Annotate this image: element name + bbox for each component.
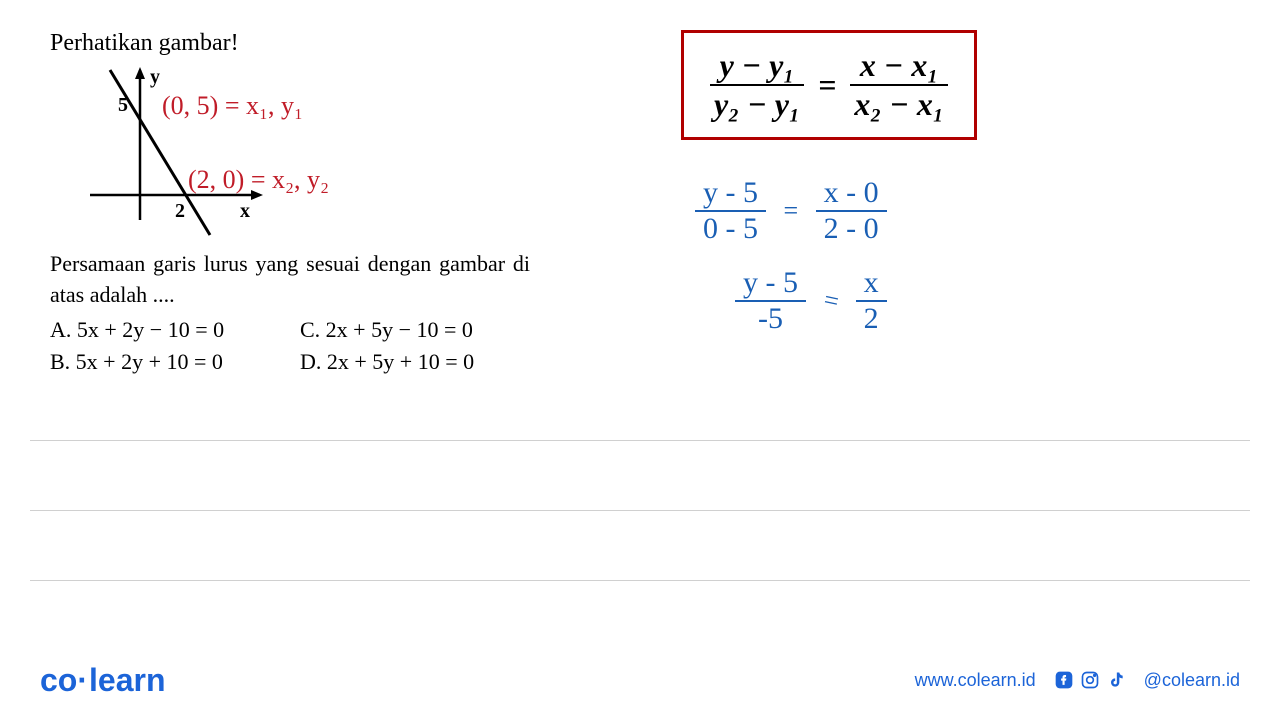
work-step-2: y - 5 -5 = x 2 — [735, 266, 1235, 336]
work-step-1: y - 5 0 - 5 = x - 0 2 - 0 — [695, 176, 1235, 246]
x-intercept-tick: 2 — [175, 200, 185, 222]
instagram-icon[interactable] — [1080, 670, 1100, 690]
footer: co·learn www.colearn.id @colearn.id — [0, 640, 1280, 720]
choice-d: D. 2x + 5y + 10 = 0 — [300, 349, 530, 375]
social-handle[interactable]: @colearn.id — [1144, 670, 1240, 691]
question-title: Perhatikan gambar! — [50, 30, 530, 57]
website-link[interactable]: www.colearn.id — [915, 670, 1036, 691]
x-axis-label: x — [240, 200, 250, 222]
answer-choices: A. 5x + 2y − 10 = 0 C. 2x + 5y − 10 = 0 … — [50, 317, 530, 375]
formula-rhs: x − x₁ x₂ − x₁ — [850, 47, 948, 123]
graph-area: y x 5 2 (0, 5) = x₁, y₁ (2, 0) = x₂, y₂ — [70, 65, 370, 245]
y-intercept-tick: 5 — [118, 94, 128, 116]
formula-lhs: y − y₁ y₂ − y₁ — [710, 47, 804, 123]
question-column: Perhatikan gambar! y x 5 2 (0, 5) = x₁, … — [50, 30, 530, 375]
point2-annotation: (2, 0) = x₂, y₂ — [188, 165, 329, 195]
point1-annotation: (0, 5) = x₁, y₁ — [162, 91, 303, 121]
social-icons — [1054, 670, 1126, 690]
colearn-logo: co·learn — [40, 662, 165, 699]
y-axis-label: y — [150, 66, 160, 88]
tiktok-icon[interactable] — [1106, 670, 1126, 690]
question-text: Persamaan garis lurus yang sesuai dengan… — [50, 249, 530, 311]
handwritten-work: y - 5 0 - 5 = x - 0 2 - 0 y - 5 -5 = x 2 — [675, 176, 1235, 336]
facebook-icon[interactable] — [1054, 670, 1074, 690]
choice-b: B. 5x + 2y + 10 = 0 — [50, 349, 280, 375]
choice-c: C. 2x + 5y − 10 = 0 — [300, 317, 530, 343]
choice-a: A. 5x + 2y − 10 = 0 — [50, 317, 280, 343]
formula-box: y − y₁ y₂ − y₁ = x − x₁ x₂ − x₁ — [681, 30, 977, 140]
footer-right: www.colearn.id @colearn.id — [915, 670, 1240, 691]
work-column: y − y₁ y₂ − y₁ = x − x₁ x₂ − x₁ y - 5 0 … — [675, 30, 1235, 356]
